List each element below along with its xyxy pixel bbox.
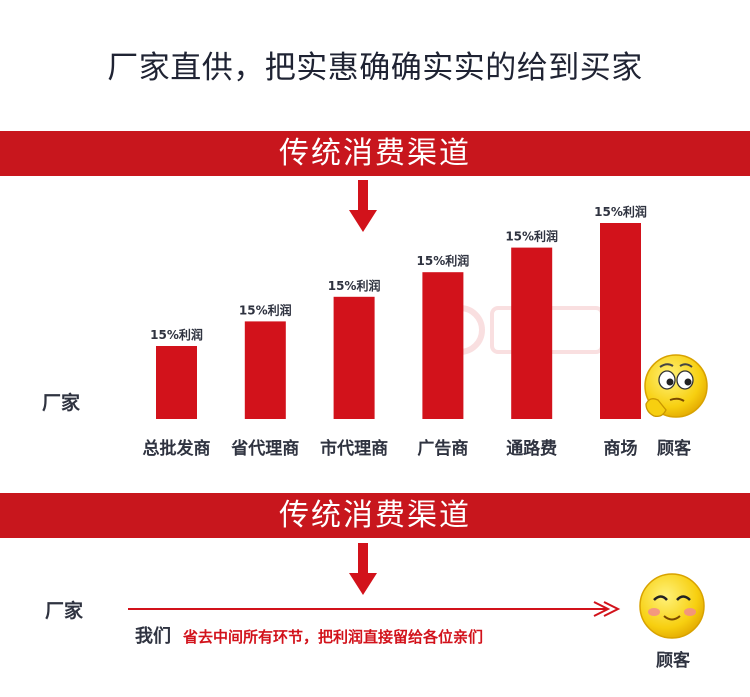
- page-headline: 厂家直供，把实惠确确实实的给到买家: [107, 50, 643, 86]
- manufacturer-label-bottom: 厂家: [45, 600, 84, 622]
- bar-商场: [600, 223, 641, 419]
- bar-总批发商: [156, 346, 197, 419]
- bar-data-label: 15%利润: [417, 253, 470, 268]
- category-label: 市代理商: [320, 439, 389, 459]
- category-label: 广告商: [417, 439, 469, 459]
- bar-data-label: 15%利润: [239, 302, 292, 317]
- bar-data-label: 15%利润: [328, 278, 381, 293]
- category-label: 通路费: [506, 439, 558, 459]
- channel-banner-top: 传统消费渠道: [0, 131, 750, 176]
- down-arrow-icon: [349, 543, 377, 595]
- right-arrow-icon: [128, 601, 621, 617]
- category-label: 总批发商: [142, 439, 211, 459]
- slogan-we: 我们: [135, 626, 171, 647]
- bar-data-label: 15%利润: [505, 229, 558, 244]
- manufacturer-label: 厂家: [42, 392, 81, 414]
- bar-广告商: [422, 272, 464, 419]
- slogan-message: 省去中间所有环节，把利润直接留给各位亲们: [183, 628, 484, 646]
- bar-data-label: 15%利润: [150, 327, 203, 342]
- channel-banner-bottom: 传统消费渠道: [0, 493, 750, 538]
- bar-省代理商: [244, 321, 286, 419]
- category-label: 商场: [603, 439, 638, 459]
- customer-label: 顾客: [657, 439, 691, 459]
- down-arrow-icon: [349, 180, 377, 232]
- happy-face-icon: [639, 573, 705, 639]
- bar-通路费: [511, 247, 553, 419]
- customer-label-bottom: 顾客: [656, 651, 690, 671]
- category-label: 省代理商: [231, 439, 300, 459]
- thinking-face-icon: [644, 354, 708, 418]
- slogan: 我们 省去中间所有环节，把利润直接留给各位亲们: [135, 622, 483, 648]
- bar-data-label: 15%利润: [594, 204, 647, 219]
- bar-市代理商: [333, 296, 375, 419]
